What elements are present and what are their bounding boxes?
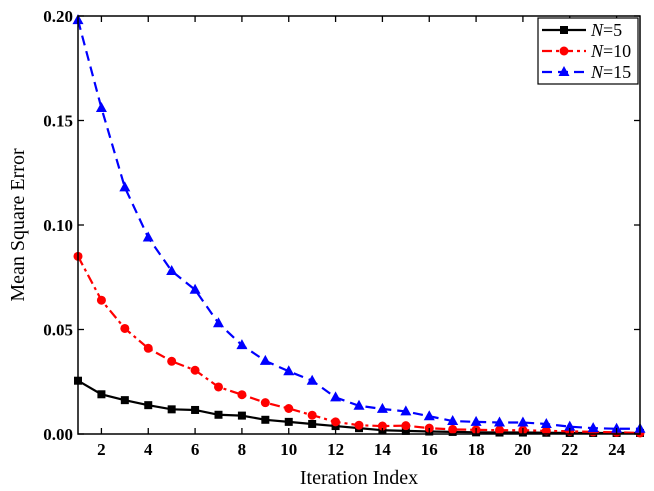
data-point-s1-15 (401, 426, 410, 435)
y-tick-label-4: 0.20 (43, 7, 73, 26)
data-point-s3-4 (142, 231, 154, 242)
data-point-s3-6 (189, 283, 201, 294)
data-point-s1-5 (167, 405, 176, 414)
data-point-s3-9 (259, 354, 271, 365)
data-point-s1-7 (214, 410, 223, 419)
y-tick-label-1: 0.05 (43, 321, 73, 340)
data-point-s3-21 (540, 417, 552, 428)
data-point-s1-3 (120, 396, 129, 405)
data-point-s3-18 (470, 415, 482, 426)
data-point-s3-16 (423, 410, 435, 421)
data-point-s3-22 (564, 420, 576, 431)
legend-marker-3 (558, 66, 570, 76)
data-point-s3-3 (119, 181, 131, 192)
data-point-s2-13 (354, 420, 364, 430)
x-tick-label-22: 22 (561, 440, 578, 459)
x-tick-label-2: 2 (97, 440, 106, 459)
y-axis-label: Mean Square Error (7, 148, 29, 302)
data-point-s3-11 (306, 374, 318, 385)
axes: 2 4 6 8 10 12 14 16 18 20 22 240.000.050.100.150.20 (43, 7, 641, 459)
x-tick-label-20: 20 (514, 440, 531, 459)
data-point-s2-4 (143, 343, 153, 353)
x-tick-label-16: 16 (421, 440, 438, 459)
data-point-s3-5 (166, 264, 178, 275)
data-point-s2-7 (214, 382, 223, 392)
legend-marker-1 (560, 26, 568, 34)
data-point-s2-11 (307, 410, 317, 420)
data-point-s2-8 (237, 390, 247, 400)
x-tick-label-8: 8 (238, 440, 247, 459)
x-tick-label-24: 24 (608, 440, 626, 459)
data-point-s3-24 (611, 422, 623, 433)
data-point-s3-15 (400, 405, 412, 416)
data-point-s3-20 (517, 416, 529, 427)
data-point-s1-11 (308, 419, 317, 428)
data-point-s2-3 (120, 323, 130, 333)
x-tick-label-6: 6 (191, 440, 200, 459)
data-point-s2-9 (260, 398, 270, 408)
y-tick-label-3: 0.15 (43, 112, 73, 131)
data-point-s3-17 (447, 415, 459, 426)
data-point-s1-2 (97, 390, 106, 399)
data-point-s3-14 (376, 402, 388, 413)
data-point-s2-17 (448, 424, 458, 434)
data-point-s2-15 (401, 421, 411, 431)
data-point-s3-7 (213, 317, 224, 328)
x-tick-label-4: 4 (144, 440, 153, 459)
x-axis-label: Iteration Index (300, 467, 418, 489)
data-point-s3-2 (95, 101, 107, 112)
data-point-s2-19 (495, 425, 504, 435)
x-tick-label-18: 18 (468, 440, 485, 459)
legend-label-1: N=5 (590, 20, 622, 40)
data-point-s1-8 (237, 411, 246, 420)
legend-marker-2 (559, 46, 569, 56)
data-point-s2-10 (284, 404, 294, 414)
data-point-s2-14 (377, 421, 387, 431)
data-point-s1-4 (144, 401, 153, 410)
legend-label-2: N=10 (590, 41, 631, 61)
data-point-s2-6 (190, 365, 200, 375)
y-tick-label-0: 0.00 (43, 425, 73, 444)
data-point-s3-10 (283, 365, 295, 376)
data-point-s1-9 (261, 415, 270, 424)
legend-label-3: N=15 (590, 62, 631, 82)
x-tick-label-14: 14 (374, 440, 392, 459)
data-point-s3-8 (236, 339, 248, 350)
data-point-s1-6 (191, 405, 200, 414)
legend: N=5N=10N=15 (537, 17, 639, 85)
data-point-s2-2 (96, 295, 106, 305)
plot-area (72, 14, 646, 438)
data-point-s2-12 (331, 417, 341, 427)
data-point-s3-13 (353, 399, 365, 410)
data-point-s2-5 (167, 356, 177, 366)
data-point-s2-21 (541, 426, 551, 436)
x-tick-label-10: 10 (280, 440, 297, 459)
data-point-s3-19 (494, 416, 505, 427)
data-point-s3-12 (330, 391, 342, 402)
y-tick-label-2: 0.10 (43, 216, 73, 235)
data-point-s1-10 (284, 417, 293, 426)
data-point-s3-23 (587, 422, 599, 433)
x-tick-label-12: 12 (327, 440, 344, 459)
